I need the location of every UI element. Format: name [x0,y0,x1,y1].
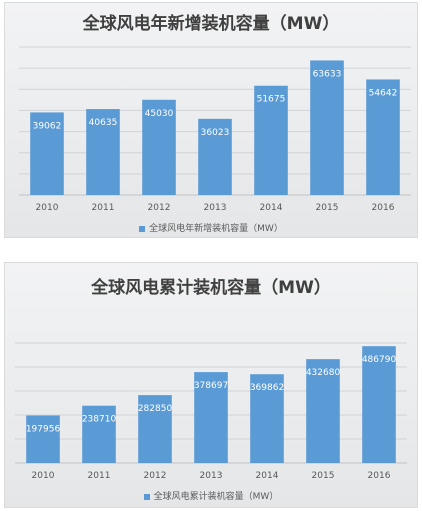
bar [198,118,232,195]
x-tick-label: 2016 [368,471,391,481]
data-label: 369862 [250,383,284,393]
x-tick-label: 2015 [316,203,339,213]
data-label: 432680 [306,368,341,378]
bar [30,112,64,195]
chart-plot: 197956 2010 238710 2011 282850 2012 378697 2013… [15,342,407,481]
chart-title: 全球风电年新增装机容量（MW） [82,14,340,34]
bar [250,374,284,463]
data-label: 54642 [369,88,398,98]
data-label: 36023 [201,128,230,138]
legend-label: 全球风电累计装机容量（MW） [153,492,279,502]
bar [362,346,396,463]
bar [310,60,344,196]
chart-legend: 全球风电年新增装机容量（MW） [5,221,417,234]
bar [26,415,60,463]
x-tick-label: 2011 [88,471,111,481]
legend-swatch [143,493,150,500]
x-tick-label: 2014 [256,471,279,481]
x-tick-label: 2014 [260,203,283,213]
x-tick-label: 2012 [144,471,167,481]
data-label: 378697 [194,381,228,391]
x-tick-label: 2010 [36,203,59,213]
x-tick-label: 2013 [204,203,227,213]
bar [138,395,172,463]
data-label: 51675 [257,95,286,105]
data-label: 39062 [33,121,62,131]
chart-panel-new-capacity: 全球风电年新增装机容量（MW） 39062 2010 40635 2011 45030 2… [4,2,418,238]
data-label: 238710 [82,415,117,425]
x-tick-label: 2016 [372,203,395,213]
chart-plot: 39062 2010 40635 2011 45030 2012 36023 2013 5167… [19,46,411,213]
data-label: 40635 [89,118,118,128]
legend-swatch [139,225,146,232]
legend-label: 全球风电年新增装机容量（MW） [149,224,283,234]
bar [82,405,116,463]
data-label: 282850 [138,404,173,414]
x-tick-label: 2013 [200,471,223,481]
data-label: 486790 [362,355,397,365]
chart-legend: 全球风电累计装机容量（MW） [5,489,417,502]
chart-title: 全球风电累计装机容量（MW） [91,278,331,298]
data-label: 197956 [26,424,61,434]
bar [306,359,340,463]
bar [86,109,120,195]
bar [254,85,288,195]
x-tick-label: 2010 [32,471,55,481]
data-label: 63633 [313,69,342,79]
data-label: 45030 [145,109,174,119]
bar [194,372,228,463]
x-tick-label: 2015 [312,471,335,481]
x-tick-label: 2012 [148,203,171,213]
bar [142,99,176,195]
x-tick-label: 2011 [92,203,115,213]
chart-panel-cumulative-capacity: 全球风电累计装机容量（MW） 197956 2010 238710 2011 28285… [4,262,418,508]
bar [366,79,400,195]
